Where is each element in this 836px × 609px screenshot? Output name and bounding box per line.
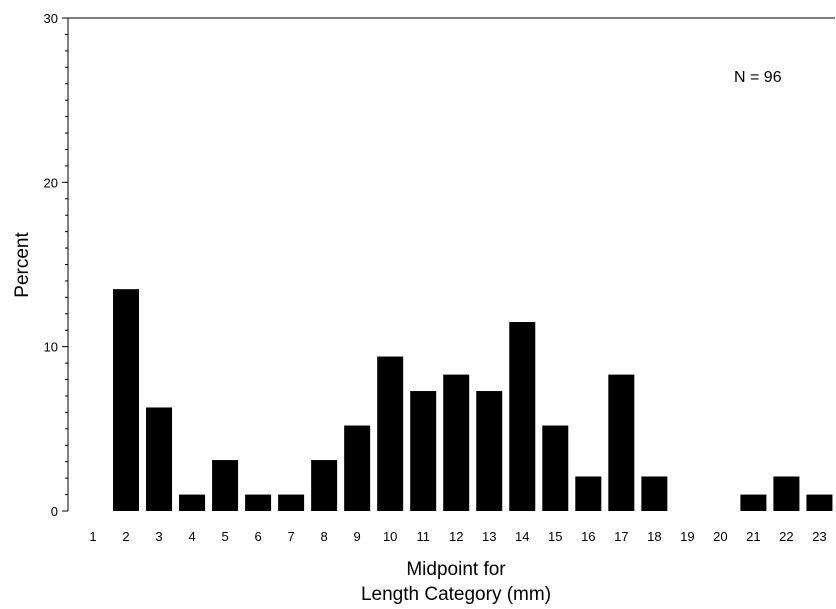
x-tick-label: 4 <box>188 529 195 544</box>
bar <box>509 322 536 511</box>
bar <box>443 374 470 511</box>
x-tick-label: 22 <box>779 529 793 544</box>
x-tick-label: 7 <box>288 529 295 544</box>
bar <box>476 391 503 511</box>
bar <box>740 494 767 511</box>
x-tick-label: 11 <box>416 529 430 544</box>
bar <box>179 494 206 511</box>
x-tick-label: 10 <box>383 529 397 544</box>
bar <box>344 425 371 511</box>
bar <box>377 356 404 511</box>
bar <box>311 460 338 511</box>
x-tick-label: 6 <box>254 529 261 544</box>
x-tick-label: 9 <box>354 529 361 544</box>
bar <box>278 494 305 511</box>
sample-size-annotation: N = 96 <box>734 69 782 86</box>
x-tick-label: 19 <box>680 529 694 544</box>
bar <box>641 476 668 511</box>
bar <box>410 391 437 511</box>
x-axis: 1 2 3 4 5 6 7 8 9 10 11 12 13 14 15 16 17 18 19 20 21 22 23 <box>89 529 826 544</box>
x-tick-label: 5 <box>221 529 228 544</box>
bar <box>608 374 635 511</box>
x-tick-label: 1 <box>89 529 96 544</box>
x-tick-label: 16 <box>581 529 595 544</box>
bar <box>575 476 602 511</box>
x-tick-label: 13 <box>482 529 496 544</box>
x-tick-label: 20 <box>713 529 727 544</box>
x-tick-label: 23 <box>812 529 826 544</box>
x-tick-label: 21 <box>746 529 760 544</box>
x-tick-label: 15 <box>548 529 562 544</box>
bars <box>113 289 833 511</box>
x-tick-label: 18 <box>647 529 661 544</box>
y-axis: 0 10 20 30 <box>44 11 835 519</box>
bar <box>212 460 239 511</box>
y-axis-label: Percent <box>12 232 33 298</box>
x-tick-label: 17 <box>614 529 628 544</box>
y-tick-label: 0 <box>51 504 58 519</box>
x-axis-label-line2: Length Category (mm) <box>361 584 551 605</box>
bar <box>245 494 272 511</box>
bar <box>113 289 140 511</box>
y-tick-label: 30 <box>44 11 58 26</box>
x-axis-label-line1: Midpoint for <box>406 559 506 580</box>
bar <box>542 425 569 511</box>
x-tick-label: 2 <box>122 529 129 544</box>
y-tick-label: 10 <box>44 340 58 355</box>
x-tick-label: 12 <box>449 529 463 544</box>
x-tick-label: 14 <box>515 529 529 544</box>
bar <box>806 494 833 511</box>
x-tick-label: 8 <box>321 529 328 544</box>
bar <box>773 476 800 511</box>
x-tick-label: 3 <box>155 529 162 544</box>
bar <box>146 407 173 511</box>
y-tick-label: 20 <box>44 175 58 190</box>
